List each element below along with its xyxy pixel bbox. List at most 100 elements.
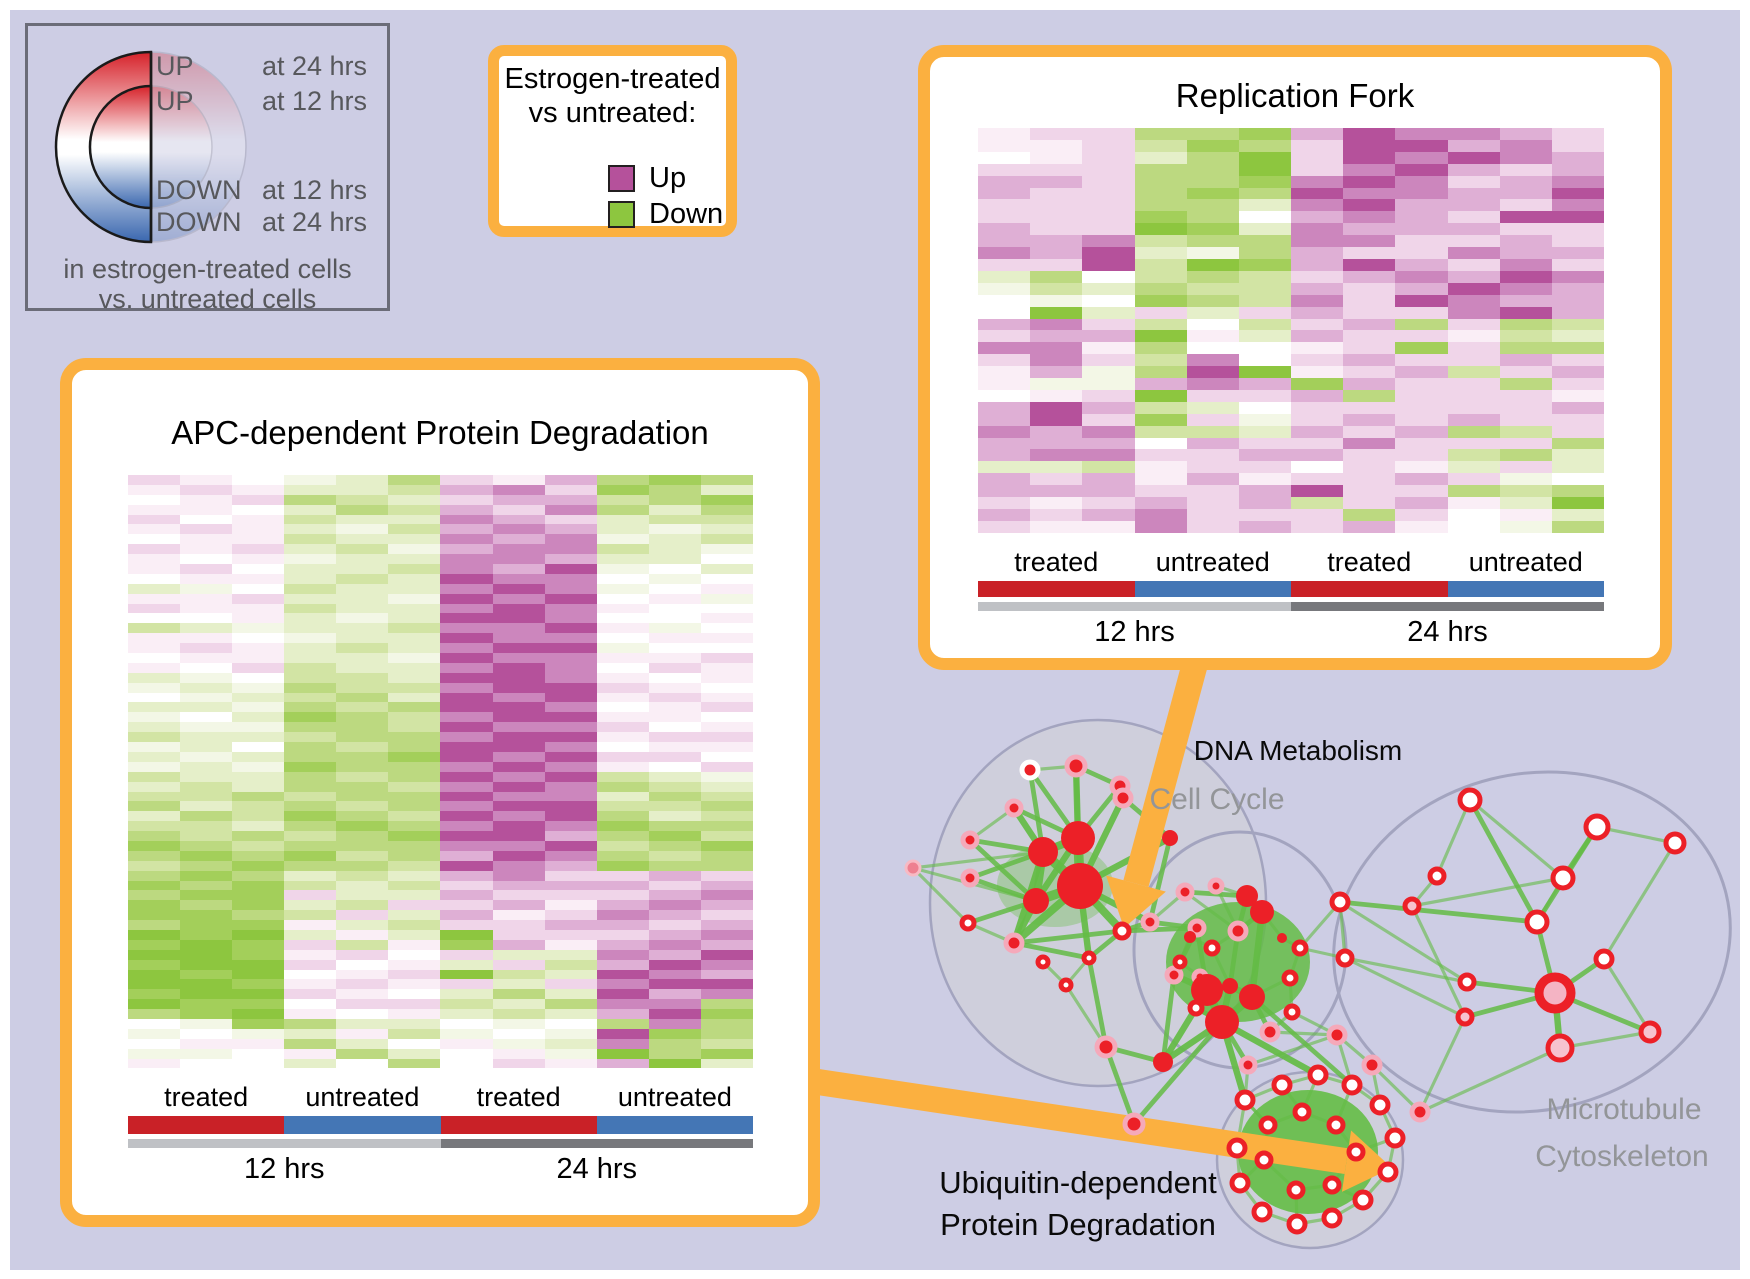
- time-labels: 12 hrs 24 hrs: [978, 616, 1604, 649]
- heatmap-row: [978, 211, 1605, 224]
- heatmap-row: [978, 294, 1605, 307]
- up-color-swatch: [608, 165, 635, 192]
- heatmap-row: [128, 544, 753, 555]
- cluster-label: Cytoskeleton: [1535, 1140, 1709, 1173]
- heatmap-row: [128, 653, 753, 663]
- updown-title-line2: vs untreated:: [528, 97, 697, 129]
- network-node: [1258, 1115, 1278, 1135]
- group-label: untreated: [617, 1082, 732, 1112]
- network-edge: [1220, 1019, 1320, 1078]
- heatmap-row: [978, 425, 1605, 438]
- heatmap-row: [128, 603, 753, 614]
- heatmap-row: [128, 702, 753, 713]
- bar-24hrs: [440, 1139, 753, 1148]
- group-label: untreated: [305, 1082, 420, 1112]
- time-labels: 12 hrs 24 hrs: [128, 1153, 753, 1186]
- network-node: [1184, 931, 1196, 943]
- rf-heatmap-zone: treated untreated treated untreated 12 h…: [978, 128, 1605, 649]
- network-node: [1187, 918, 1207, 938]
- heatmap-row: [128, 850, 753, 861]
- network-node: [1286, 1180, 1306, 1200]
- network-node: [1064, 754, 1088, 778]
- network-edge: [1013, 940, 1090, 961]
- bar-12hrs: [978, 602, 1291, 611]
- heatmap-row: [978, 306, 1605, 319]
- network-node: [1112, 787, 1134, 809]
- heatmap-row: [128, 989, 753, 1000]
- heatmap-row: [128, 999, 753, 1010]
- network-node: [1003, 932, 1025, 954]
- heatmap-row: [978, 247, 1605, 259]
- network-node: [1384, 1127, 1406, 1149]
- heatmap-row: [978, 461, 1605, 474]
- heatmap-row: [128, 643, 753, 654]
- network-node: [1292, 1102, 1312, 1122]
- network-node: [1203, 939, 1221, 957]
- heatmap-row: [978, 187, 1605, 200]
- heatmap-row: [128, 761, 753, 772]
- heatmap-row: [978, 389, 1605, 402]
- label-24hrs: 24 hrs: [1407, 616, 1488, 648]
- network-edge: [1339, 899, 1538, 925]
- network-edge: [1132, 1020, 1224, 1126]
- heatmap-row: [978, 223, 1605, 236]
- heatmap-row: [128, 514, 753, 525]
- network-node: [1283, 1003, 1301, 1021]
- network-node: [1377, 1161, 1399, 1183]
- network-node: [904, 859, 922, 877]
- network-node: [1172, 954, 1188, 970]
- heatmap-row: [128, 870, 753, 881]
- heatmap-grid: [128, 475, 753, 1069]
- network-edge: [1602, 958, 1652, 1033]
- heatmap-row: [128, 900, 753, 911]
- down-color-swatch: [608, 201, 635, 228]
- heatmap-row: [128, 1038, 753, 1049]
- heatmap-row: [128, 1009, 753, 1019]
- network-edge: [1467, 798, 1540, 924]
- network-edge: [1247, 1033, 1338, 1067]
- updown-title-line1: Estrogen-treated: [504, 63, 721, 95]
- ring-label-24h-b: at 24 hrs: [261, 207, 367, 237]
- group-label: treated: [476, 1082, 561, 1112]
- network-edge: [1086, 957, 1109, 1048]
- network-node: [1455, 1007, 1475, 1027]
- bar-treated: [1291, 581, 1448, 597]
- network-node: [1369, 1094, 1391, 1116]
- heatmap-row: [128, 801, 753, 812]
- network-node: [1583, 813, 1611, 841]
- heatmap-row: [128, 831, 753, 841]
- network-node: [1254, 1150, 1274, 1170]
- ring-caption-line1: in estrogen-treated cells: [63, 254, 352, 284]
- network-node: [1187, 999, 1205, 1017]
- network-node: [1162, 830, 1178, 846]
- network-edge: [911, 866, 970, 925]
- heatmap-row: [978, 366, 1605, 379]
- network-edge: [1602, 842, 1677, 960]
- network-edge: [1248, 911, 1266, 998]
- heatmap-row: [978, 473, 1605, 486]
- link-arrow-head: [1105, 875, 1166, 928]
- heatmap-row: [128, 662, 753, 673]
- ring-label-12h: at 12 hrs: [261, 86, 367, 116]
- label-24hrs: 24 hrs: [556, 1153, 638, 1185]
- heatmap-row: [128, 791, 753, 802]
- link-arrow-shaft: [1123, 656, 1209, 887]
- network-node: [1023, 888, 1049, 914]
- heatmap-row: [128, 860, 753, 871]
- rf-panel-title: Replication Fork: [1175, 77, 1415, 114]
- heatmap-row: [978, 378, 1605, 390]
- heatmap-row: [978, 413, 1605, 426]
- apc-heatmap-panel: APC-dependent Protein Degradation treate…: [60, 358, 820, 1227]
- network-node: [1409, 1101, 1431, 1123]
- heatmap-row: [128, 573, 753, 584]
- network-node: [1122, 1112, 1146, 1136]
- heatmap-row: [128, 1058, 753, 1069]
- heatmap-row: [128, 751, 753, 762]
- network-node: [1329, 891, 1351, 913]
- heatmap-row: [978, 449, 1605, 462]
- down-label: Down: [649, 198, 724, 230]
- apc-heatmap-zone: treated untreated treated untreated 12 h…: [128, 475, 753, 1186]
- heatmap-row: [128, 742, 753, 752]
- network-node: [1191, 974, 1223, 1006]
- network-node: [960, 868, 980, 888]
